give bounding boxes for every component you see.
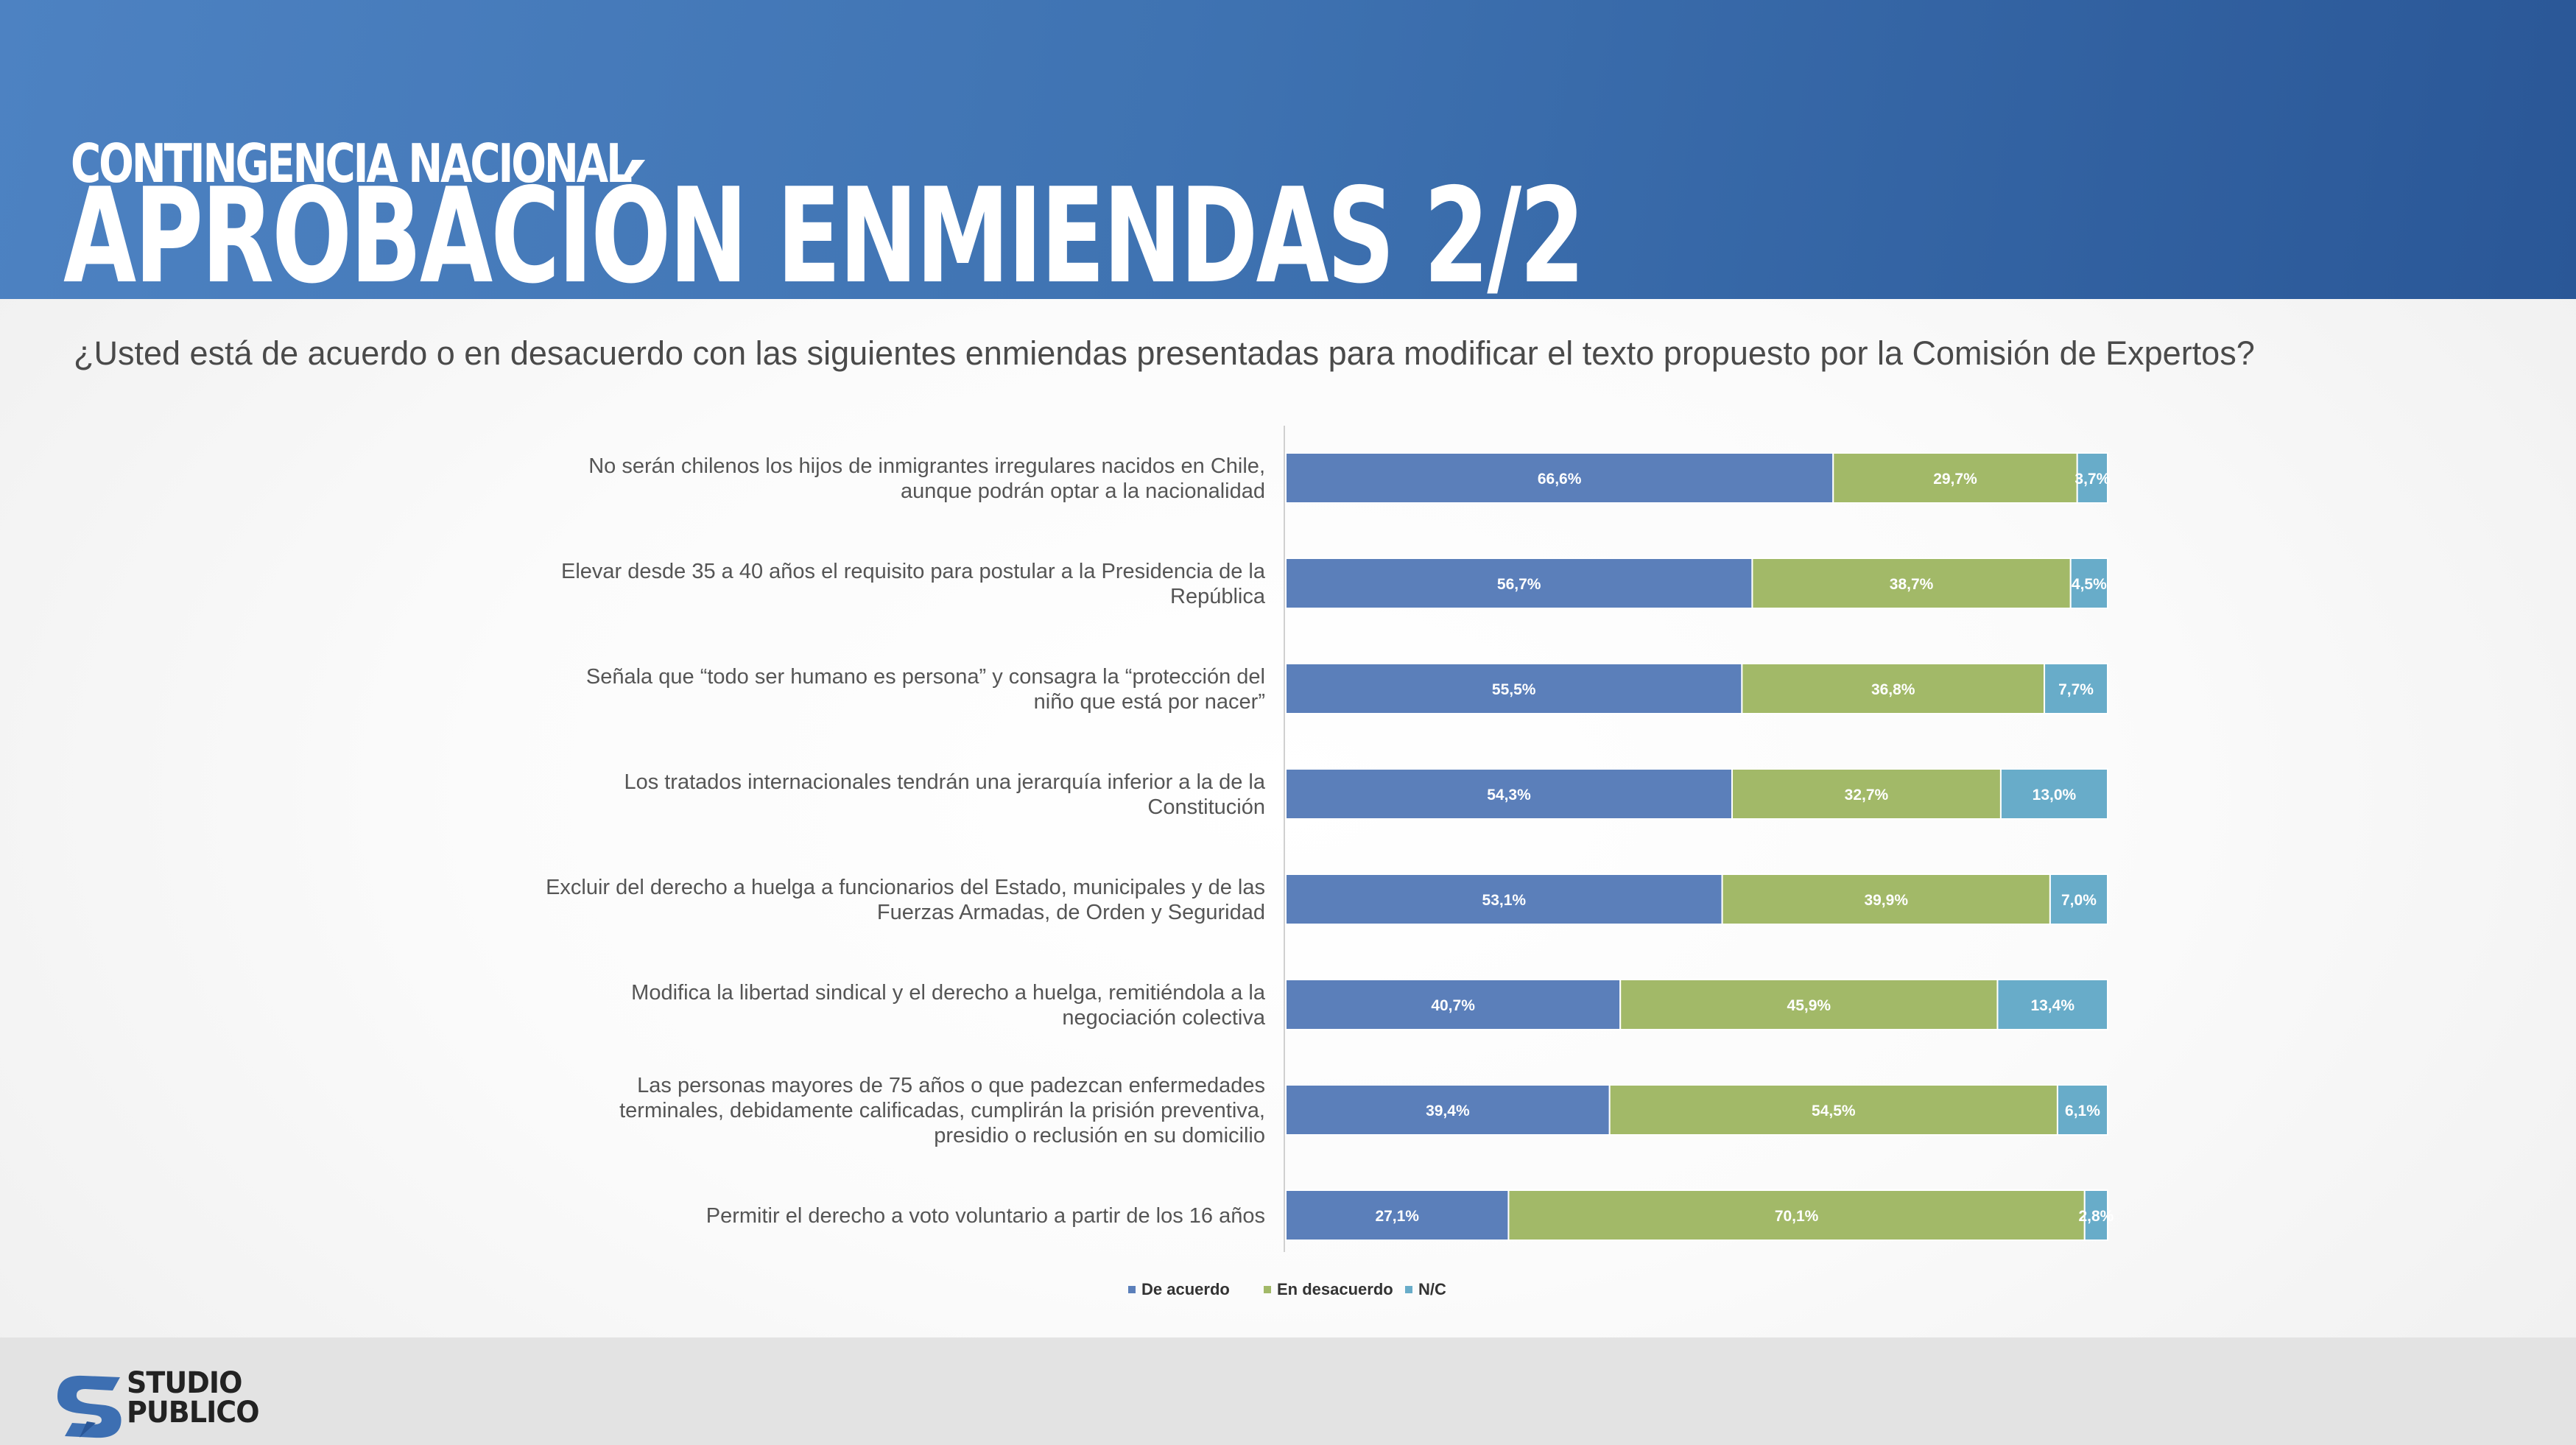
legend-swatch xyxy=(1405,1286,1412,1293)
data-label: 36,8% xyxy=(1871,681,1915,698)
logo-line-1: STUDIO xyxy=(127,1366,242,1400)
bar-segment xyxy=(1731,768,2002,820)
category-label: Elevar desde 35 a 40 años el requisito p… xyxy=(561,560,1266,608)
bar-segment xyxy=(1832,452,2078,504)
logo-wordmark: STUDIO PUBLICO xyxy=(127,1368,266,1427)
legend-swatch xyxy=(1264,1286,1271,1293)
data-label: 13,4% xyxy=(2030,997,2074,1014)
bar-segment xyxy=(2069,558,2109,609)
data-label: 32,7% xyxy=(1845,787,1889,804)
data-label: 38,7% xyxy=(1890,576,1934,593)
category-label: Señala que “todo ser humano es persona” … xyxy=(586,665,1265,714)
footer-bar xyxy=(0,1337,2576,1445)
category-label: Los tratados internacionales tendrán una… xyxy=(624,770,1265,819)
logo-line-2: PUBLICO xyxy=(127,1396,260,1430)
data-label: 45,9% xyxy=(1787,997,1831,1014)
data-label: 40,7% xyxy=(1431,997,1475,1014)
data-label: 27,1% xyxy=(1375,1208,1419,1225)
bar-segment xyxy=(1285,768,1733,820)
bar-segment xyxy=(1996,979,2109,1030)
bar-segment xyxy=(1285,1084,1611,1136)
category-label: Las personas mayores de 75 años o que pa… xyxy=(619,1074,1265,1147)
data-label: 4,5% xyxy=(2072,576,2107,593)
bar-segment xyxy=(1285,873,1723,925)
bar-segment xyxy=(2056,1084,2109,1136)
bar-segment xyxy=(1608,1084,2058,1136)
survey-question: ¿Usted está de acuerdo o en desacuerdo c… xyxy=(74,334,2255,372)
bar-segment xyxy=(2049,873,2108,925)
data-label: 54,5% xyxy=(1812,1103,1856,1119)
data-label: 70,1% xyxy=(1775,1208,1819,1225)
bar-segment xyxy=(2083,1189,2108,1241)
legend-label: N/C xyxy=(1418,1280,1446,1298)
data-label: 39,9% xyxy=(1864,892,1908,909)
legend-swatch xyxy=(1128,1286,1136,1293)
data-label: 55,5% xyxy=(1492,681,1536,698)
data-label: 7,7% xyxy=(2058,681,2094,698)
category-label: Modifica la libertad sindical y el derec… xyxy=(631,981,1266,1030)
data-label: 2,8% xyxy=(2078,1208,2114,1225)
data-label: 53,1% xyxy=(1482,892,1527,909)
page-title: APROBACIÓN ENMIENDAS 2/2 xyxy=(63,160,1585,312)
bar-segment xyxy=(1285,1189,1510,1241)
studio-publico-logo-icon xyxy=(57,1375,122,1438)
data-label: 7,0% xyxy=(2061,892,2097,909)
data-label: 54,3% xyxy=(1487,787,1531,804)
data-label: 6,1% xyxy=(2065,1103,2100,1119)
bar-segment xyxy=(2076,452,2109,504)
data-label: 13,0% xyxy=(2033,787,2077,804)
bar-segment xyxy=(1751,558,2072,609)
bar-segment xyxy=(1285,558,1753,609)
data-label: 39,4% xyxy=(1426,1103,1470,1119)
stacked-bar-chart: No serán chilenos los hijos de inmigrant… xyxy=(546,426,2114,1298)
category-label: No serán chilenos los hijos de inmigrant… xyxy=(588,454,1265,503)
bar-segment xyxy=(2044,663,2109,714)
data-label: 3,7% xyxy=(2074,471,2110,488)
category-label: Excluir del derecho a huelga a funcionar… xyxy=(546,876,1265,924)
legend-label: En desacuerdo xyxy=(1277,1280,1393,1298)
data-label: 56,7% xyxy=(1497,576,1541,593)
bar-segment xyxy=(1285,452,1834,504)
data-label: 66,6% xyxy=(1538,471,1582,488)
data-label: 29,7% xyxy=(1933,471,1977,488)
category-label: Permitir el derecho a voto voluntario a … xyxy=(706,1204,1265,1228)
section-kicker: CONTINGENCIA NACIONAL xyxy=(71,133,633,194)
header-banner: CONTINGENCIA NACIONAL APROBACIÓN ENMIEND… xyxy=(0,0,2576,312)
legend-label: De acuerdo xyxy=(1141,1280,1230,1298)
bar-segment xyxy=(1999,768,2108,820)
bar-segment xyxy=(1721,873,2051,925)
